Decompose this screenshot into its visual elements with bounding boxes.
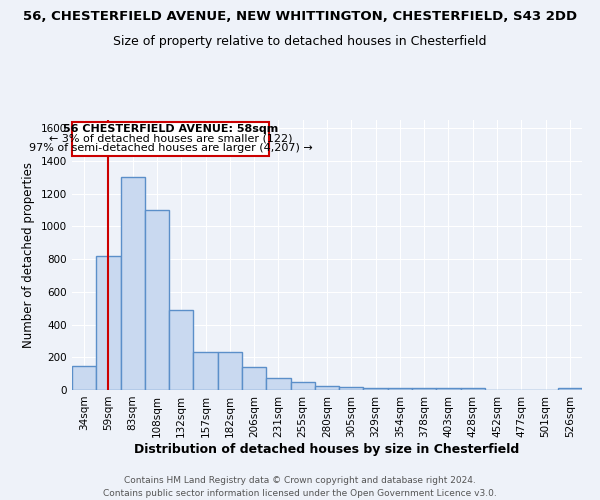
Bar xyxy=(290,382,315,390)
X-axis label: Distribution of detached houses by size in Chesterfield: Distribution of detached houses by size … xyxy=(134,442,520,456)
Bar xyxy=(412,388,436,390)
Text: Contains HM Land Registry data © Crown copyright and database right 2024.
Contai: Contains HM Land Registry data © Crown c… xyxy=(103,476,497,498)
Bar xyxy=(72,366,96,390)
Text: 56, CHESTERFIELD AVENUE, NEW WHITTINGTON, CHESTERFIELD, S43 2DD: 56, CHESTERFIELD AVENUE, NEW WHITTINGTON… xyxy=(23,10,577,23)
Bar xyxy=(364,388,388,390)
Text: 97% of semi-detached houses are larger (4,207) →: 97% of semi-detached houses are larger (… xyxy=(29,144,313,154)
Bar xyxy=(96,256,121,390)
Bar xyxy=(169,310,193,390)
Bar xyxy=(218,352,242,390)
Bar xyxy=(121,178,145,390)
Text: 56 CHESTERFIELD AVENUE: 58sqm: 56 CHESTERFIELD AVENUE: 58sqm xyxy=(63,124,278,134)
Bar xyxy=(73,122,269,156)
Bar xyxy=(436,388,461,390)
Bar xyxy=(388,388,412,390)
Y-axis label: Number of detached properties: Number of detached properties xyxy=(22,162,35,348)
Bar xyxy=(266,378,290,390)
Text: ← 3% of detached houses are smaller (122): ← 3% of detached houses are smaller (122… xyxy=(49,134,293,144)
Bar xyxy=(315,386,339,390)
Bar xyxy=(558,388,582,390)
Bar xyxy=(461,388,485,390)
Text: Size of property relative to detached houses in Chesterfield: Size of property relative to detached ho… xyxy=(113,35,487,48)
Bar xyxy=(193,352,218,390)
Bar xyxy=(242,367,266,390)
Bar xyxy=(339,386,364,390)
Bar xyxy=(145,210,169,390)
